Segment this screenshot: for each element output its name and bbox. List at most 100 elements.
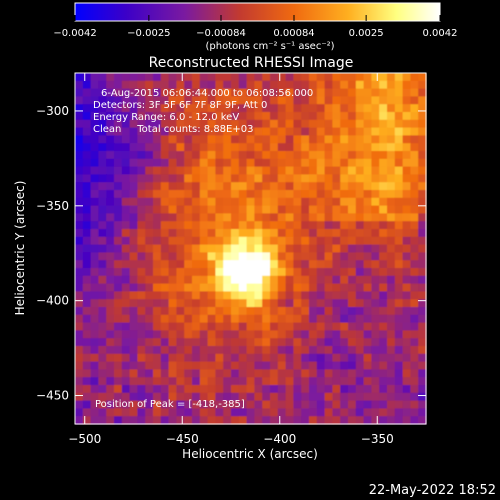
heatmap-cell (90, 385, 99, 394)
heatmap-cell (293, 143, 302, 152)
heatmap-cell (153, 346, 162, 355)
heatmap-cell (114, 73, 123, 82)
heatmap-cell (207, 314, 216, 324)
heatmap-cell (137, 182, 146, 191)
heatmap-cell (363, 377, 372, 386)
heatmap-cell (199, 283, 209, 292)
heatmap-cell (316, 190, 326, 199)
heatmap-cell (387, 112, 396, 121)
heatmap-cell (418, 221, 427, 230)
heatmap-cell (184, 96, 193, 105)
heatmap-cell (199, 275, 209, 285)
heatmap-cell (75, 275, 84, 285)
heatmap-cell (192, 143, 201, 152)
heatmap-cell (98, 252, 107, 261)
heatmap-cell (363, 330, 372, 339)
heatmap-cell (355, 151, 365, 160)
heatmap-cell (184, 236, 193, 246)
heatmap-cell (316, 369, 326, 378)
heatmap-cell (340, 283, 349, 292)
heatmap-cell (168, 400, 177, 409)
heatmap-cell (332, 338, 341, 347)
colorbar: −0.0042 −0.0025 −0.00084 0.00084 0.0025 0.004… (53, 2, 458, 52)
heatmap-cell (324, 314, 333, 324)
heatmap-cell (332, 73, 341, 82)
heatmap-cell (192, 119, 201, 129)
y-tick-label: −450 (36, 389, 69, 403)
heatmap-cell (160, 299, 170, 308)
annotation-detectors: Detectors: 3F 5F 6F 7F 8F 9F, Att 0 (93, 100, 267, 111)
heatmap-cell (293, 190, 302, 199)
heatmap-cell (82, 330, 92, 339)
heatmap-cell (316, 307, 326, 316)
heatmap-cell (137, 408, 146, 417)
heatmap-cell (324, 174, 333, 183)
heatmap-cell (340, 119, 349, 129)
heatmap-cell (348, 283, 357, 292)
heatmap-cell (129, 197, 138, 207)
heatmap-cell (90, 127, 99, 136)
heatmap-cell (168, 135, 177, 144)
heatmap-cell (160, 96, 170, 105)
heatmap-cell (246, 135, 255, 144)
heatmap-cell (262, 229, 271, 238)
heatmap-cell (270, 314, 279, 324)
heatmap-cell (145, 408, 154, 417)
heatmap-cell (277, 158, 287, 168)
heatmap-cell (379, 244, 388, 253)
heatmap-cell (199, 119, 209, 129)
heatmap-cell (184, 229, 193, 238)
heatmap-cell (176, 291, 185, 300)
heatmap-cell (153, 88, 162, 97)
heatmap-cell (355, 392, 365, 402)
heatmap-cell (98, 96, 107, 105)
heatmap-cell (285, 151, 294, 160)
heatmap-cell (215, 182, 224, 191)
heatmap-cell (82, 377, 92, 386)
heatmap-cell (316, 127, 326, 136)
heatmap-cell (363, 268, 372, 277)
heatmap-cell (98, 229, 107, 238)
heatmap-cell (145, 197, 154, 207)
heatmap-cell (285, 213, 294, 222)
heatmap-cell (160, 119, 170, 129)
heatmap-cell (324, 197, 333, 207)
heatmap-cell (106, 385, 115, 394)
heatmap-cell (137, 112, 146, 121)
heatmap-cell (168, 330, 177, 339)
heatmap-cell (402, 346, 411, 355)
heatmap-cell (90, 182, 99, 191)
heatmap-cell (184, 322, 193, 331)
heatmap-cell (262, 205, 271, 214)
heatmap-cell (145, 353, 154, 363)
heatmap-cell (355, 135, 365, 144)
heatmap-cell (402, 166, 411, 175)
heatmap-cell (410, 330, 419, 339)
heatmap-cell (207, 416, 216, 425)
heatmap-cell (316, 377, 326, 386)
heatmap-cell (231, 268, 240, 277)
heatmap-cell (238, 353, 248, 363)
heatmap-cell (246, 416, 255, 425)
heatmap-cell (418, 236, 427, 246)
heatmap-cell (223, 252, 232, 261)
heatmap-cell (168, 268, 177, 277)
heatmap-cell (332, 299, 341, 308)
heatmap-cell (106, 252, 115, 261)
heatmap-cell (324, 112, 333, 121)
heatmap-cell (75, 213, 84, 222)
heatmap-cell (153, 135, 162, 144)
heatmap-cell (293, 377, 302, 386)
heatmap-cell (262, 353, 271, 363)
heatmap-cell (129, 377, 138, 386)
heatmap-cell (348, 408, 357, 417)
heatmap-cell (363, 143, 372, 152)
heatmap-cell (340, 229, 349, 238)
heatmap-cell (270, 369, 279, 378)
heatmap-cell (316, 158, 326, 168)
heatmap-cell (75, 174, 84, 183)
heatmap-cell (199, 236, 209, 246)
heatmap-cell (262, 236, 271, 246)
heatmap-cell (90, 314, 99, 324)
heatmap-cell (348, 213, 357, 222)
